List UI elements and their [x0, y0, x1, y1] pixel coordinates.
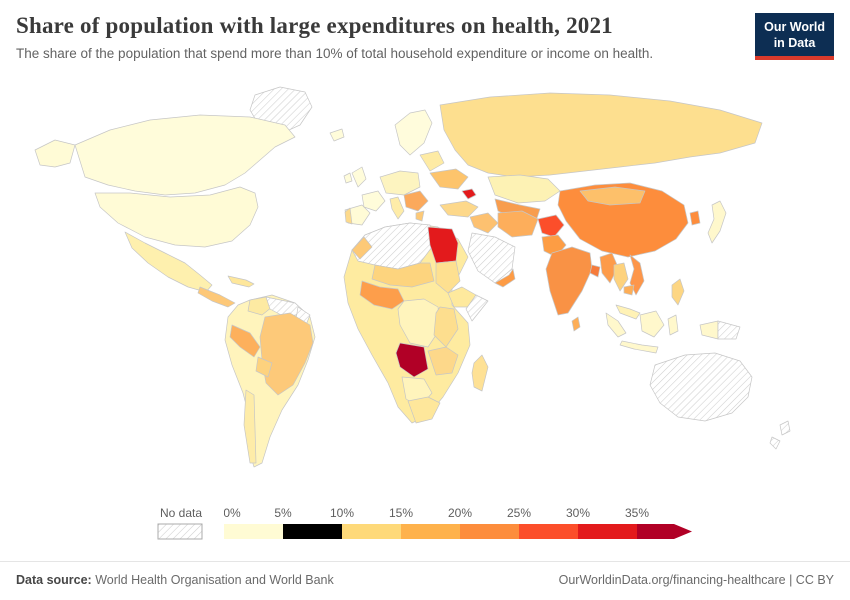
region-new-guinea-west[interactable] [699, 320, 719, 340]
legend-tick-1: 5% [274, 506, 292, 520]
region-mongolia[interactable] [579, 186, 646, 206]
region-usa[interactable] [94, 186, 259, 248]
region-turkey[interactable] [439, 200, 479, 218]
region-cuba[interactable] [227, 275, 255, 288]
legend-bin-0 [224, 524, 283, 539]
data-source: Data source: World Health Organisation a… [16, 573, 334, 587]
region-caucasus[interactable] [461, 188, 477, 200]
region-iran[interactable] [497, 210, 539, 238]
region-italy[interactable] [389, 196, 405, 220]
region-arabia[interactable] [467, 232, 516, 284]
legend-bin-4 [460, 524, 519, 539]
legend-bin-1 [283, 524, 342, 539]
region-borneo[interactable] [639, 310, 665, 338]
legend-color-scale: 0% 5% 10% 15% 20% 25% 30% 35% [224, 506, 692, 539]
data-source-text: World Health Organisation and World Bank [91, 573, 334, 587]
region-portugal[interactable] [344, 207, 353, 225]
legend-tick-3: 15% [389, 506, 413, 520]
region-cambodia[interactable] [623, 284, 635, 296]
region-ireland[interactable] [343, 172, 353, 184]
legend-tick-0: 0% [224, 506, 241, 520]
region-brazil[interactable] [259, 312, 314, 396]
legend-bin-3 [401, 524, 460, 539]
region-somalia[interactable] [465, 294, 489, 322]
region-mexico[interactable] [124, 231, 213, 293]
chart-footer: Data source: World Health Organisation a… [0, 561, 850, 600]
region-uk[interactable] [351, 166, 367, 188]
legend-tick-5: 25% [507, 506, 531, 520]
legend-no-data-swatch [157, 523, 203, 540]
region-canada[interactable] [74, 114, 296, 196]
owid-link[interactable]: OurWorldinData.org/financing-healthcare … [558, 573, 834, 587]
region-south-africa[interactable] [407, 396, 441, 424]
region-chile[interactable] [243, 389, 257, 464]
region-ukraine[interactable] [429, 168, 469, 190]
region-russia[interactable] [439, 92, 763, 178]
region-sumatra[interactable] [605, 312, 627, 338]
region-central-america[interactable] [197, 286, 236, 308]
region-new-zealand-north[interactable] [779, 420, 791, 436]
region-afghanistan[interactable] [537, 214, 565, 238]
legend-arrow-35plus [637, 524, 692, 539]
region-alaska[interactable] [34, 139, 76, 168]
region-scandinavia[interactable] [394, 109, 433, 156]
region-iceland[interactable] [329, 128, 345, 142]
owid-logo[interactable]: Our World in Data [755, 13, 834, 60]
owid-logo-line1: Our World [764, 20, 825, 34]
region-sri-lanka[interactable] [571, 316, 581, 332]
title-block: Share of population with large expenditu… [16, 13, 653, 61]
chart-subtitle: The share of the population that spend m… [16, 46, 654, 61]
region-malaysia[interactable] [615, 304, 641, 320]
region-france[interactable] [361, 190, 386, 212]
region-kazakhstan[interactable] [487, 174, 561, 204]
legend-bin-6 [578, 524, 637, 539]
region-angola[interactable] [395, 342, 429, 378]
region-sudan[interactable] [435, 260, 461, 294]
region-japan[interactable] [707, 200, 727, 244]
region-morocco[interactable] [351, 236, 373, 260]
region-bolivia[interactable] [255, 356, 273, 378]
legend-tick-6: 30% [566, 506, 590, 520]
legend-no-data: No data [157, 506, 203, 540]
region-new-zealand-south[interactable] [769, 436, 781, 450]
region-peru[interactable] [229, 324, 261, 358]
region-venezuela[interactable] [265, 296, 307, 318]
region-greece[interactable] [415, 210, 425, 222]
region-madagascar[interactable] [471, 354, 489, 392]
region-australia[interactable] [649, 352, 753, 422]
legend-bin-5 [519, 524, 578, 539]
legend-bin-2 [342, 524, 401, 539]
region-sahel[interactable] [371, 262, 435, 288]
region-zambia-mozambique[interactable] [427, 346, 459, 376]
region-papua-new-guinea[interactable] [717, 320, 741, 340]
owid-logo-line2: in Data [773, 36, 816, 51]
data-source-label: Data source: [16, 573, 92, 587]
region-west-africa[interactable] [359, 280, 405, 310]
legend-tick-2: 10% [330, 506, 354, 520]
region-philippines[interactable] [671, 278, 685, 306]
region-drc[interactable] [397, 298, 441, 348]
region-iraq[interactable] [469, 212, 499, 234]
region-yemen[interactable] [494, 268, 516, 288]
region-bangladesh[interactable] [589, 264, 601, 278]
chart-header: Share of population with large expenditu… [0, 0, 850, 61]
region-india[interactable] [545, 246, 593, 316]
map-legend: No data 0% 5% 10% 15% 20% 25% 30% 35% [156, 506, 699, 542]
region-korea[interactable] [689, 210, 701, 226]
region-central-europe[interactable] [379, 170, 421, 196]
region-balkans[interactable] [403, 190, 429, 212]
region-colombia[interactable] [247, 296, 273, 316]
choropleth-map-svg [34, 86, 791, 468]
legend-tick-7: 35% [625, 506, 649, 520]
world-map [0, 80, 850, 502]
region-sulawesi[interactable] [667, 314, 679, 336]
legend-tick-4: 20% [448, 506, 472, 520]
page-title: Share of population with large expenditu… [16, 13, 613, 38]
region-baltics[interactable] [419, 150, 445, 172]
region-thailand[interactable] [613, 262, 629, 292]
region-java[interactable] [619, 340, 659, 354]
legend-no-data-label: No data [160, 506, 202, 520]
